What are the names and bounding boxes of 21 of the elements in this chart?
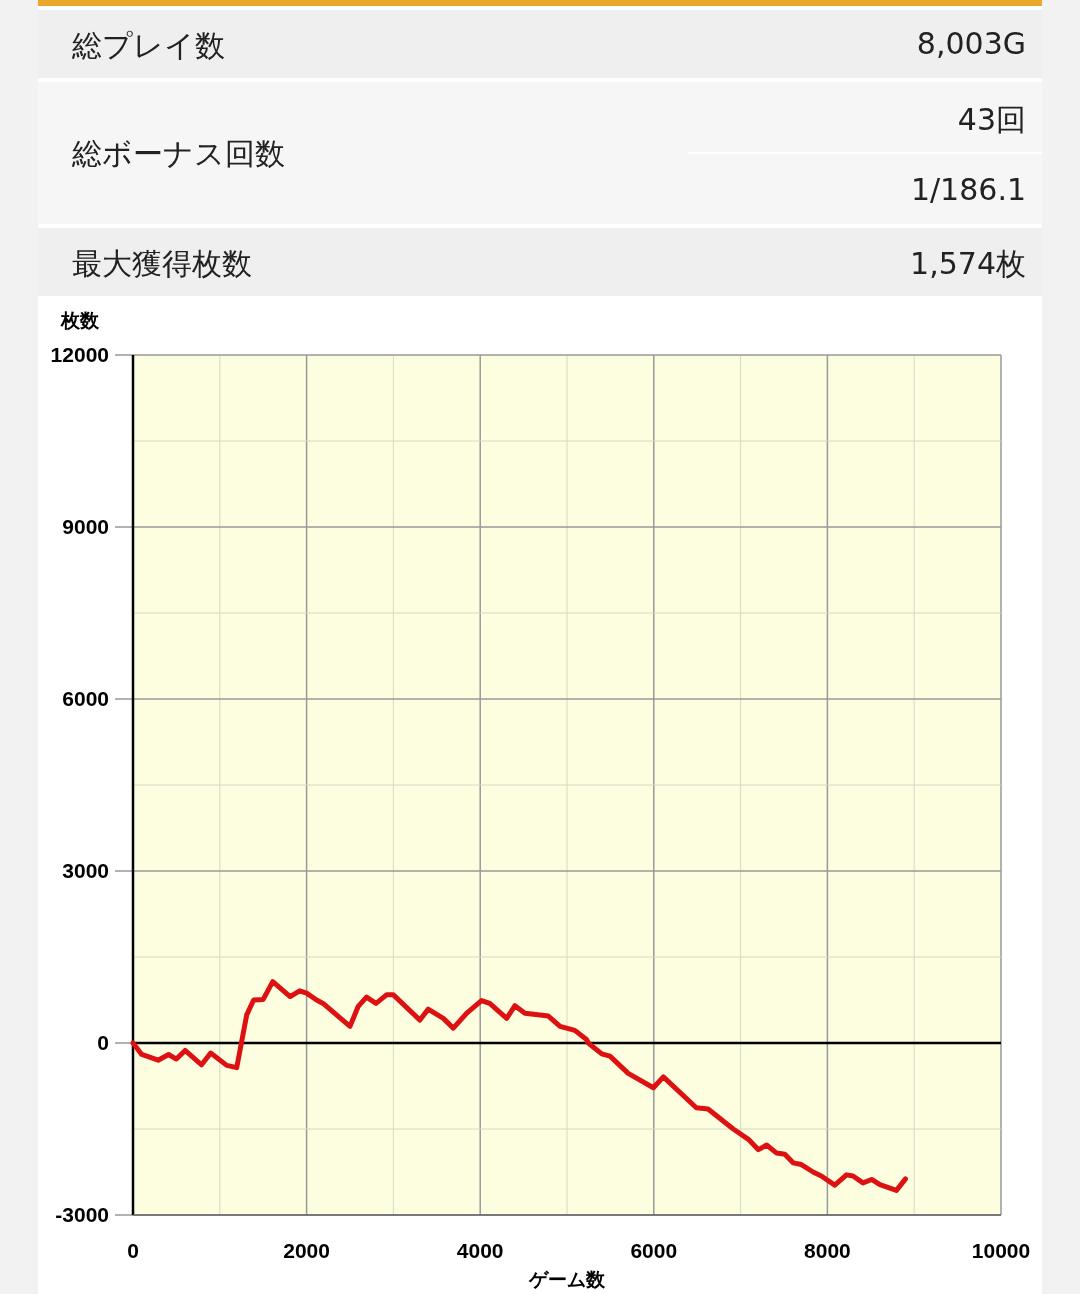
- x-tick-label: 10000: [971, 1239, 1031, 1262]
- y-tick-label: -3000: [55, 1203, 109, 1226]
- x-tick-label: 4000: [456, 1239, 504, 1262]
- y-tick-label: 0: [97, 1031, 109, 1054]
- x-axis-title: ゲーム数: [528, 1268, 606, 1290]
- text: 最大獲得枚数: [72, 245, 252, 283]
- text: 1,574枚: [910, 245, 1026, 283]
- y-tick-label: 9000: [62, 515, 109, 538]
- x-tick-label: 2000: [283, 1239, 330, 1262]
- text: 1/186.1: [910, 172, 1026, 207]
- y-tick-label: 6000: [62, 687, 109, 710]
- text: 総プレイ数: [72, 27, 225, 65]
- x-tick-label: 0: [127, 1239, 139, 1262]
- text: 8,003G: [916, 26, 1026, 61]
- y-axis-title: 枚数: [60, 309, 100, 331]
- x-tick-label: 6000: [630, 1239, 678, 1262]
- y-tick-label: 3000: [62, 859, 109, 882]
- y-tick-label: 12000: [50, 343, 109, 366]
- text: 総ボーナス回数: [72, 135, 285, 173]
- text: 43回: [957, 101, 1026, 139]
- x-tick-label: 8000: [804, 1239, 851, 1262]
